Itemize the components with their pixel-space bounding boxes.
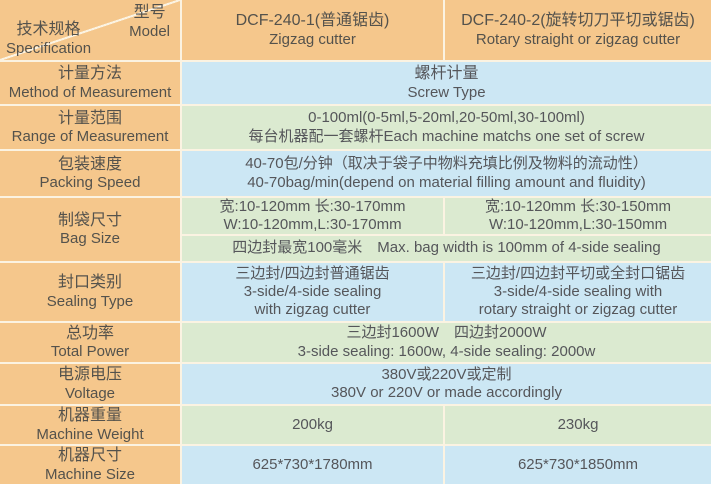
corner-model-en: Model <box>129 22 170 40</box>
label-en: Voltage <box>64 384 116 402</box>
model-header-dcf-240-1: DCF-240-1(普通锯齿) Zigzag cutter <box>182 0 443 60</box>
value-line1: 三边封/四边封平切或全封口锯齿 <box>470 264 686 282</box>
cell-bag-size-model1: 宽:10-120mm 长:30-170mm W:10-120mm,L:30-17… <box>182 198 443 234</box>
label-zh: 封口类别 <box>57 274 122 292</box>
value-line2: 3-side/4-side sealing with <box>493 282 663 300</box>
model1-name: DCF-240-1(普通锯齿) <box>235 12 390 30</box>
value-line1: 40-70包/分钟（取决于袋子中物料充填比例及物料的流动性） <box>245 155 648 173</box>
cell-bag-size-model2: 宽:10-120mm 长:30-150mm W:10-120mm,L:30-15… <box>445 198 711 234</box>
label-en: Method of Measurement <box>8 83 172 101</box>
row-label-machine-weight: 机器重量 Machine Weight <box>0 406 180 444</box>
value-line1: 380V或220V或定制 <box>381 365 512 383</box>
size-value: 625*730*1850mm <box>517 455 639 473</box>
row-label-total-power: 总功率 Total Power <box>0 323 180 362</box>
label-en: Machine Weight <box>36 425 144 443</box>
cell-machine-weight-model2: 230kg <box>445 406 711 444</box>
row-label-machine-size: 机器尺寸 Machine Size <box>0 446 180 484</box>
model2-name: DCF-240-2(旋转切刀平切或锯齿) <box>461 12 695 30</box>
cell-machine-size-model1: 625*730*1780mm <box>182 446 443 484</box>
value-en: Screw Type <box>407 83 486 101</box>
value-line3: with zigzag cutter <box>254 301 371 319</box>
value-line2: 每台机器配一套螺杆Each machine matchs one set of … <box>248 127 645 145</box>
cell-packing-speed-value: 40-70包/分钟（取决于袋子中物料充填比例及物料的流动性） 40-70bag/… <box>182 151 711 196</box>
weight-value: 230kg <box>557 415 599 433</box>
label-en: Bag Size <box>59 230 121 248</box>
cell-machine-weight-model1: 200kg <box>182 406 443 444</box>
label-en: Range of Measurement <box>11 128 169 146</box>
cell-sealing-type-model1: 三边封/四边封普通锯齿 3-side/4-side sealing with z… <box>182 263 443 321</box>
cell-measurement-range-value: 0-100ml(0-5ml,5-20ml,20-50ml,30-100ml) 每… <box>182 106 711 149</box>
value-line2: 3-side/4-side sealing <box>243 282 382 300</box>
value-line1: 三边封/四边封普通锯齿 <box>235 264 390 282</box>
label-en: Total Power <box>50 343 130 361</box>
value-line2: 380V or 220V or made accordingly <box>331 384 562 401</box>
corner-model-zh: 型号 <box>133 4 166 21</box>
bag-size-note-text: 四边封最宽100毫米 Max. bag width is 100mm of 4-… <box>232 239 661 257</box>
label-zh: 机器重量 <box>57 407 122 425</box>
label-zh: 包装速度 <box>57 155 122 173</box>
label-en: Packing Speed <box>39 174 141 192</box>
corner-spec-en: Specification <box>6 39 92 57</box>
row-label-sealing-type: 封口类别 Sealing Type <box>0 263 180 321</box>
cell-machine-size-model2: 625*730*1850mm <box>445 446 711 484</box>
cell-bag-size-note: 四边封最宽100毫米 Max. bag width is 100mm of 4-… <box>182 236 711 261</box>
cell-total-power-value: 三边封1600W 四边封2000W 3-side sealing: 1600w,… <box>182 323 711 362</box>
corner-header-cell: 型号 Model 技术规格 Specification <box>0 0 180 60</box>
model-header-dcf-240-2: DCF-240-2(旋转切刀平切或锯齿) Rotary straight or … <box>445 0 711 60</box>
value-line1: 0-100ml(0-5ml,5-20ml,20-50ml,30-100ml) <box>308 109 585 127</box>
row-label-measurement-method: 计量方法 Method of Measurement <box>0 62 180 104</box>
label-zh: 机器尺寸 <box>57 447 122 465</box>
value-zh: 螺杆计量 <box>414 65 479 83</box>
size-value: 625*730*1780mm <box>252 455 373 473</box>
corner-model-label: 型号 Model <box>129 3 170 41</box>
row-label-bag-size: 制袋尺寸 Bag Size <box>0 198 180 261</box>
value-line2: 3-side sealing: 1600w, 4-side sealing: 2… <box>297 342 596 360</box>
corner-spec-label: 技术规格 Specification <box>6 20 91 58</box>
label-zh: 计量方法 <box>57 65 122 83</box>
label-zh: 电源电压 <box>57 366 122 384</box>
label-zh: 计量范围 <box>57 109 122 127</box>
value-line1: 宽:10-120mm 长:30-150mm <box>485 198 671 215</box>
label-zh: 制袋尺寸 <box>57 211 122 229</box>
row-label-measurement-range: 计量范围 Range of Measurement <box>0 106 180 149</box>
model1-subtitle: Zigzag cutter <box>269 30 356 48</box>
label-en: Machine Size <box>44 465 136 483</box>
row-label-packing-speed: 包装速度 Packing Speed <box>0 151 180 196</box>
corner-spec-zh: 技术规格 <box>16 21 81 39</box>
label-zh: 总功率 <box>65 324 114 342</box>
weight-value: 200kg <box>292 415 333 433</box>
cell-voltage-value: 380V或220V或定制 380V or 220V or made accord… <box>182 364 711 404</box>
value-line3: rotary straight or zigzag cutter <box>478 301 678 319</box>
value-line2: W:10-120mm,L:30-170mm <box>223 216 402 233</box>
value-line1: 宽:10-120mm 长:30-170mm <box>219 198 406 215</box>
cell-sealing-type-model2: 三边封/四边封平切或全封口锯齿 3-side/4-side sealing wi… <box>445 263 711 321</box>
value-line1: 三边封1600W 四边封2000W <box>346 324 547 342</box>
value-line2: 40-70bag/min(depend on material filling … <box>247 173 646 191</box>
label-en: Sealing Type <box>46 292 134 310</box>
model2-subtitle: Rotary straight or zigzag cutter <box>475 30 681 48</box>
value-line2: W:10-120mm,L:30-150mm <box>488 216 668 233</box>
cell-measurement-method-value: 螺杆计量 Screw Type <box>182 62 711 104</box>
row-label-voltage: 电源电压 Voltage <box>0 364 180 404</box>
